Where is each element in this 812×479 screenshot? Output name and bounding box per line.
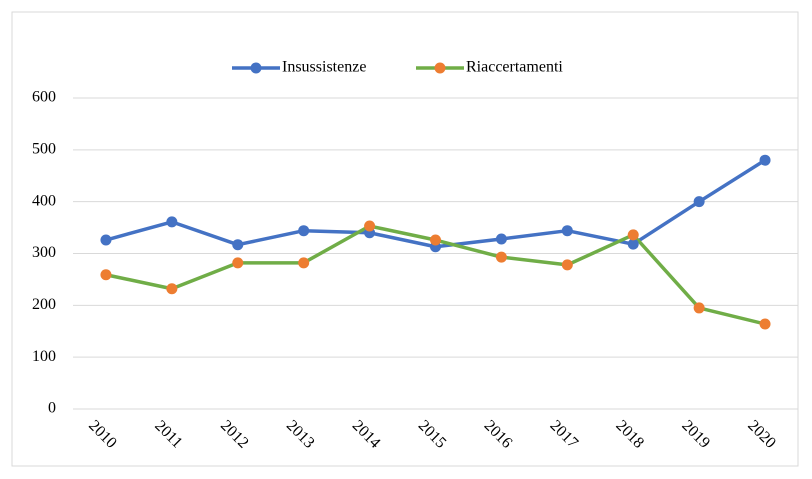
- y-tick-label: 0: [48, 400, 56, 417]
- data-point: [298, 225, 310, 237]
- y-tick-label: 200: [32, 296, 56, 313]
- legend-marker: [434, 62, 446, 74]
- legend-label: Riaccertamenti: [466, 59, 563, 76]
- data-point: [100, 269, 112, 281]
- data-point: [430, 234, 441, 246]
- legend-marker: [250, 62, 262, 74]
- data-point: [166, 283, 178, 295]
- data-point: [232, 239, 244, 251]
- data-point: [166, 216, 178, 228]
- data-point: [627, 238, 639, 250]
- data-point: [495, 251, 507, 263]
- data-point: [232, 257, 244, 269]
- data-point: [627, 229, 639, 241]
- y-tick-label: 600: [32, 89, 56, 106]
- data-point: [759, 318, 771, 330]
- data-point: [759, 154, 771, 166]
- data-point: [495, 233, 507, 245]
- y-tick-label: 400: [32, 192, 56, 209]
- data-point: [364, 220, 376, 232]
- data-point: [693, 196, 705, 208]
- data-point: [561, 225, 573, 237]
- data-point: [298, 257, 310, 269]
- data-point: [100, 234, 112, 246]
- data-point: [693, 302, 705, 314]
- y-tick-label: 300: [32, 244, 56, 261]
- legend-label: Insussistenze: [282, 59, 366, 76]
- data-point: [561, 259, 573, 271]
- y-tick-label: 100: [32, 348, 56, 365]
- y-tick-label: 500: [32, 141, 56, 158]
